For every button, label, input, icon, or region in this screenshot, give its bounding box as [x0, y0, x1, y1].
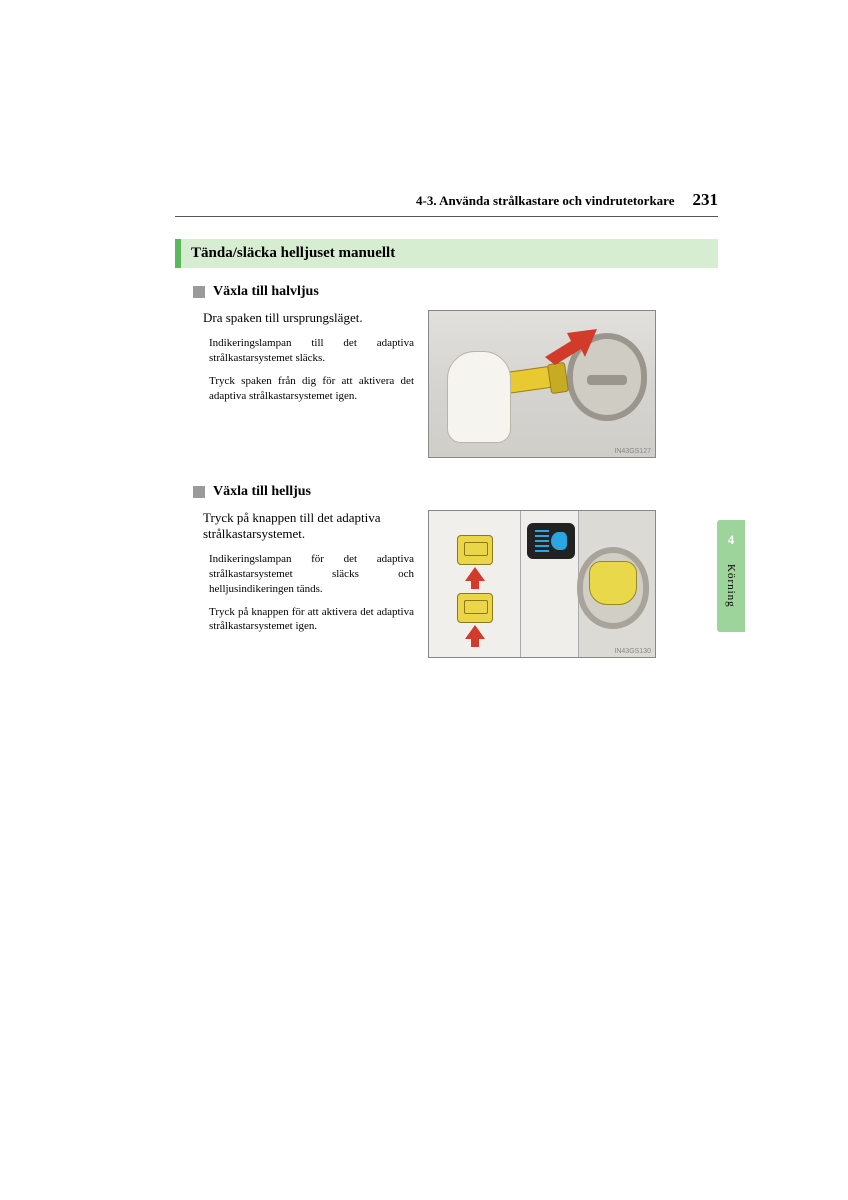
hand-icon — [447, 351, 511, 443]
breadcrumb: 4-3. Använda strålkastare och vindruteto… — [416, 193, 674, 209]
square-marker-icon — [193, 286, 205, 298]
text-column: Tryck på knappen till det adaptiva strål… — [209, 510, 414, 658]
detail-text: Tryck på knappen för att aktivera det ad… — [209, 605, 414, 635]
image-column: IN43GS127 — [428, 310, 718, 458]
image-tag: IN43GS130 — [614, 648, 651, 655]
image-tag: IN43GS127 — [614, 448, 651, 455]
square-marker-icon — [193, 486, 205, 498]
sub-title: Växla till helljus — [213, 484, 311, 500]
ahb-button-icon — [457, 593, 493, 623]
chapter-number: 4 — [728, 532, 735, 548]
detail-text: Tryck spaken från dig för att aktivera d… — [209, 374, 414, 404]
section-title: Tända/släcka helljuset manuellt — [175, 239, 718, 268]
sub-head: Växla till helljus — [193, 484, 718, 500]
high-beam-indicator-icon — [527, 523, 575, 559]
ahb-button-icon — [457, 535, 493, 565]
detail-text: Indikeringslampan för det adaptiva strål… — [209, 552, 414, 597]
text-column: Dra spaken till ursprungsläget. Indikeri… — [209, 310, 414, 458]
sub-head: Växla till halvljus — [193, 284, 718, 300]
page-header: 4-3. Använda strålkastare och vindruteto… — [175, 190, 718, 217]
lead-text: Dra spaken till ursprungsläget. — [203, 310, 414, 326]
chapter-tab: 4 Körning — [717, 520, 745, 632]
subsection-halvljus: Växla till halvljus Dra spaken till ursp… — [175, 284, 718, 458]
image-column: IN43GS130 — [428, 510, 718, 658]
illustration-button: IN43GS130 — [428, 510, 656, 658]
detail-text: Indikeringslampan till det adaptiva strå… — [209, 336, 414, 366]
arrow-up-red-icon — [465, 625, 485, 647]
arrow-up-red-icon — [465, 567, 485, 589]
page-number: 231 — [693, 190, 719, 210]
arrow-red-icon — [545, 329, 597, 369]
sub-title: Växla till halvljus — [213, 284, 319, 300]
lead-text: Tryck på knappen till det adaptiva strål… — [203, 510, 414, 542]
subsection-helljus: Växla till helljus Tryck på knappen till… — [175, 484, 718, 658]
illustration-lever: IN43GS127 — [428, 310, 656, 458]
chapter-label: Körning — [725, 564, 737, 608]
